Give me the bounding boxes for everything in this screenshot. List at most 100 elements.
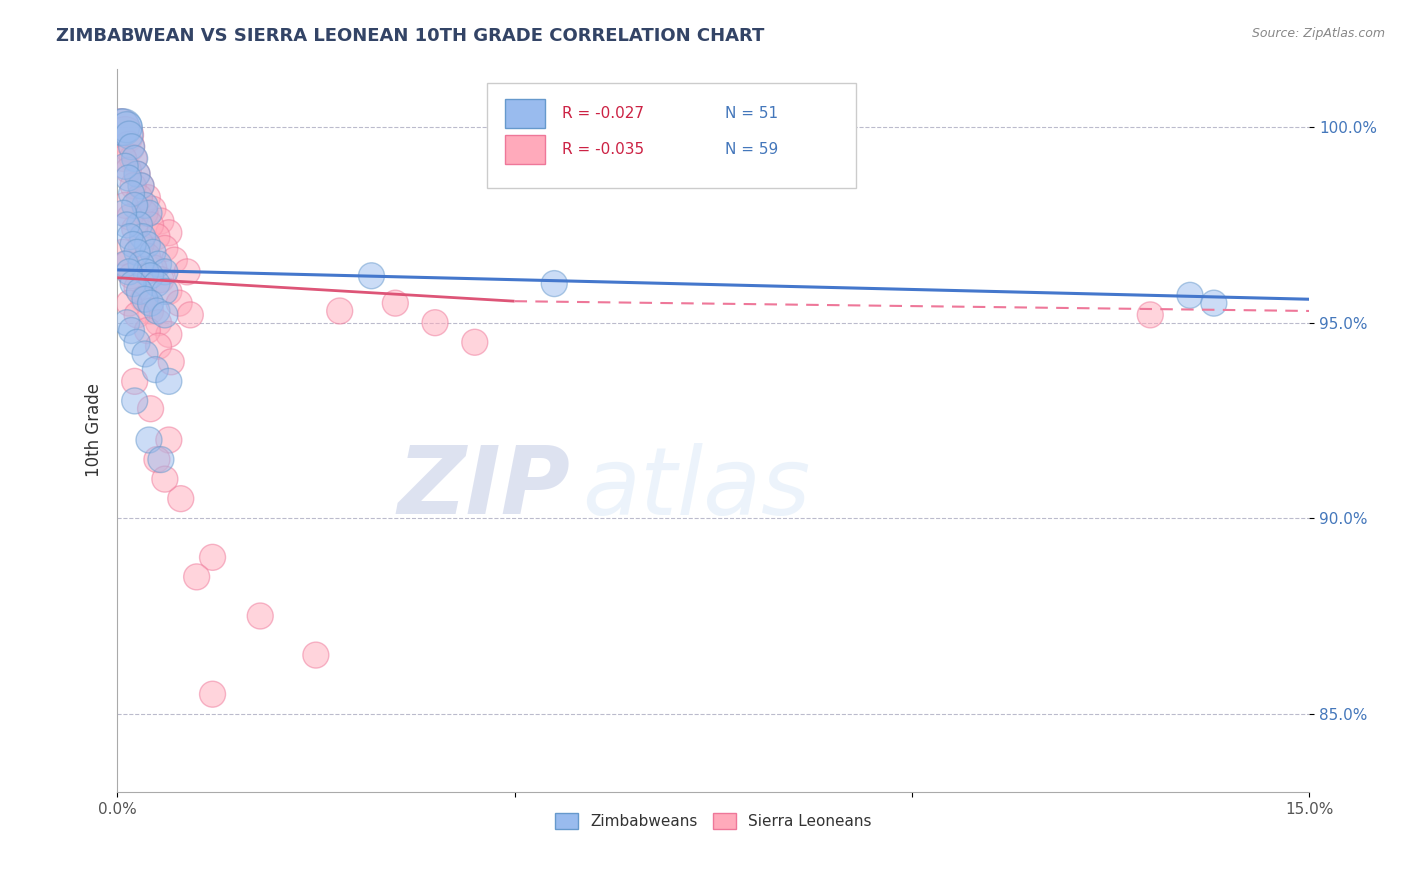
Point	[132, 292, 155, 306]
Point	[121, 186, 143, 201]
Point	[167, 296, 190, 310]
Point	[157, 285, 180, 299]
Point	[122, 178, 145, 193]
Point	[122, 277, 145, 291]
Point	[139, 304, 162, 318]
Point	[157, 375, 180, 389]
Point	[149, 273, 172, 287]
Point	[1139, 308, 1161, 322]
Point	[122, 237, 145, 252]
Point	[114, 198, 136, 212]
Point	[146, 277, 169, 291]
Point	[134, 206, 156, 220]
Point	[148, 257, 170, 271]
Point	[121, 139, 143, 153]
Point	[1202, 296, 1225, 310]
Legend: Zimbabweans, Sierra Leoneans: Zimbabweans, Sierra Leoneans	[548, 806, 877, 835]
Point	[134, 292, 156, 306]
Point	[112, 152, 135, 166]
Point	[115, 120, 138, 135]
FancyBboxPatch shape	[505, 99, 546, 128]
Point	[249, 609, 271, 624]
FancyBboxPatch shape	[486, 83, 856, 188]
Point	[125, 335, 148, 350]
Text: atlas: atlas	[582, 442, 810, 533]
Point	[125, 308, 148, 322]
Point	[125, 167, 148, 181]
Point	[110, 120, 132, 135]
Point	[118, 210, 141, 224]
Point	[128, 285, 150, 299]
Point	[128, 190, 150, 204]
Text: R = -0.027: R = -0.027	[562, 106, 644, 121]
Point	[125, 167, 148, 181]
Point	[153, 265, 176, 279]
Text: N = 59: N = 59	[725, 142, 779, 157]
Point	[124, 222, 146, 236]
Point	[131, 229, 153, 244]
Point	[148, 339, 170, 353]
Point	[115, 257, 138, 271]
Point	[125, 280, 148, 294]
Text: Source: ZipAtlas.com: Source: ZipAtlas.com	[1251, 27, 1385, 40]
Point	[176, 265, 198, 279]
Point	[423, 316, 446, 330]
Point	[186, 570, 208, 584]
Text: R = -0.035: R = -0.035	[562, 142, 644, 157]
Point	[163, 253, 186, 268]
Point	[134, 347, 156, 361]
Point	[121, 324, 143, 338]
Point	[146, 304, 169, 318]
Point	[139, 218, 162, 232]
Point	[149, 452, 172, 467]
Point	[170, 491, 193, 506]
Point	[117, 171, 139, 186]
FancyBboxPatch shape	[505, 135, 546, 164]
Point	[142, 245, 165, 260]
Point	[153, 285, 176, 299]
Point	[129, 237, 152, 252]
Point	[135, 265, 157, 279]
Point	[384, 296, 406, 310]
Point	[157, 226, 180, 240]
Point	[153, 472, 176, 486]
Point	[179, 308, 201, 322]
Point	[129, 257, 152, 271]
Point	[118, 265, 141, 279]
Point	[157, 433, 180, 447]
Point	[114, 128, 136, 142]
Point	[134, 198, 156, 212]
Point	[201, 550, 224, 565]
Point	[129, 178, 152, 193]
Point	[124, 393, 146, 408]
Point	[136, 190, 159, 204]
Point	[129, 178, 152, 193]
Point	[1178, 288, 1201, 302]
Point	[110, 120, 132, 135]
Point	[153, 241, 176, 255]
Point	[143, 362, 166, 376]
Point	[146, 452, 169, 467]
Point	[124, 375, 146, 389]
Point	[139, 296, 162, 310]
Point	[138, 433, 160, 447]
Point	[114, 159, 136, 173]
Point	[112, 120, 135, 135]
Point	[142, 260, 165, 275]
Point	[115, 316, 138, 330]
Point	[157, 327, 180, 342]
Point	[543, 277, 565, 291]
Y-axis label: 10th Grade: 10th Grade	[86, 384, 103, 477]
Point	[329, 304, 352, 318]
Text: N = 51: N = 51	[725, 106, 779, 121]
Point	[464, 335, 486, 350]
Point	[149, 214, 172, 228]
Point	[118, 139, 141, 153]
Point	[138, 206, 160, 220]
Text: ZIMBABWEAN VS SIERRA LEONEAN 10TH GRADE CORRELATION CHART: ZIMBABWEAN VS SIERRA LEONEAN 10TH GRADE …	[56, 27, 765, 45]
Point	[142, 202, 165, 217]
Point	[148, 316, 170, 330]
Point	[139, 401, 162, 416]
Point	[118, 229, 141, 244]
Point	[117, 163, 139, 178]
